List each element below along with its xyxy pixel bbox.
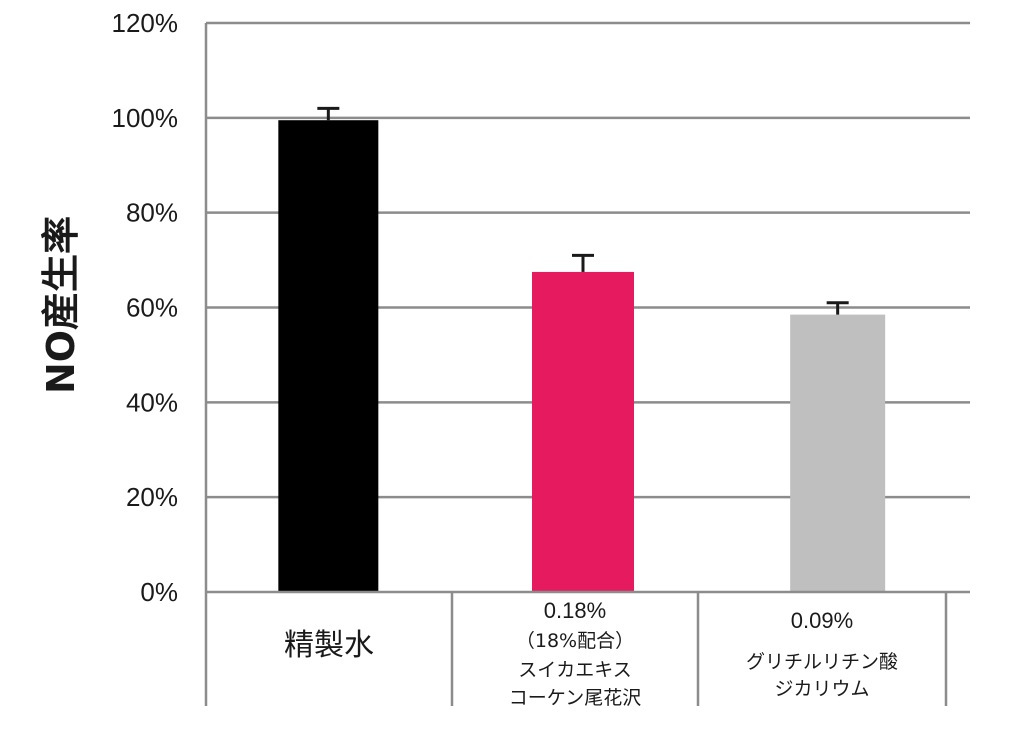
axes [204, 23, 970, 706]
category-label-line: （18%配合） [516, 630, 634, 652]
category-label-line: 0.09% [791, 608, 853, 633]
bars [278, 120, 886, 593]
bar [790, 314, 886, 592]
y-tick-label: 60% [126, 293, 178, 323]
y-axis-label: NO産生率 [39, 216, 83, 394]
y-tick-label: 120% [112, 8, 179, 38]
category-label-line: スイカエキス [518, 659, 631, 681]
y-tick-label: 80% [126, 198, 178, 228]
category-label-line: 0.18% [544, 598, 606, 623]
y-tick-label: 40% [126, 387, 178, 417]
y-tick-label: 0% [140, 577, 178, 607]
category-label-line: グリチルリチン酸 [746, 651, 898, 673]
bar [532, 271, 634, 592]
bar [278, 120, 379, 593]
category-label-line: 精製水 [284, 628, 374, 663]
y-tick-label: 100% [112, 103, 179, 133]
y-tick-labels: 0% 20% 40% 60% 80% 100% 120% [112, 8, 179, 607]
category-label-line: ジカリウム [774, 678, 869, 700]
category-label-line: コーケン尾花沢 [509, 687, 641, 709]
y-tick-label: 20% [126, 482, 178, 512]
error-bars [317, 106, 849, 315]
